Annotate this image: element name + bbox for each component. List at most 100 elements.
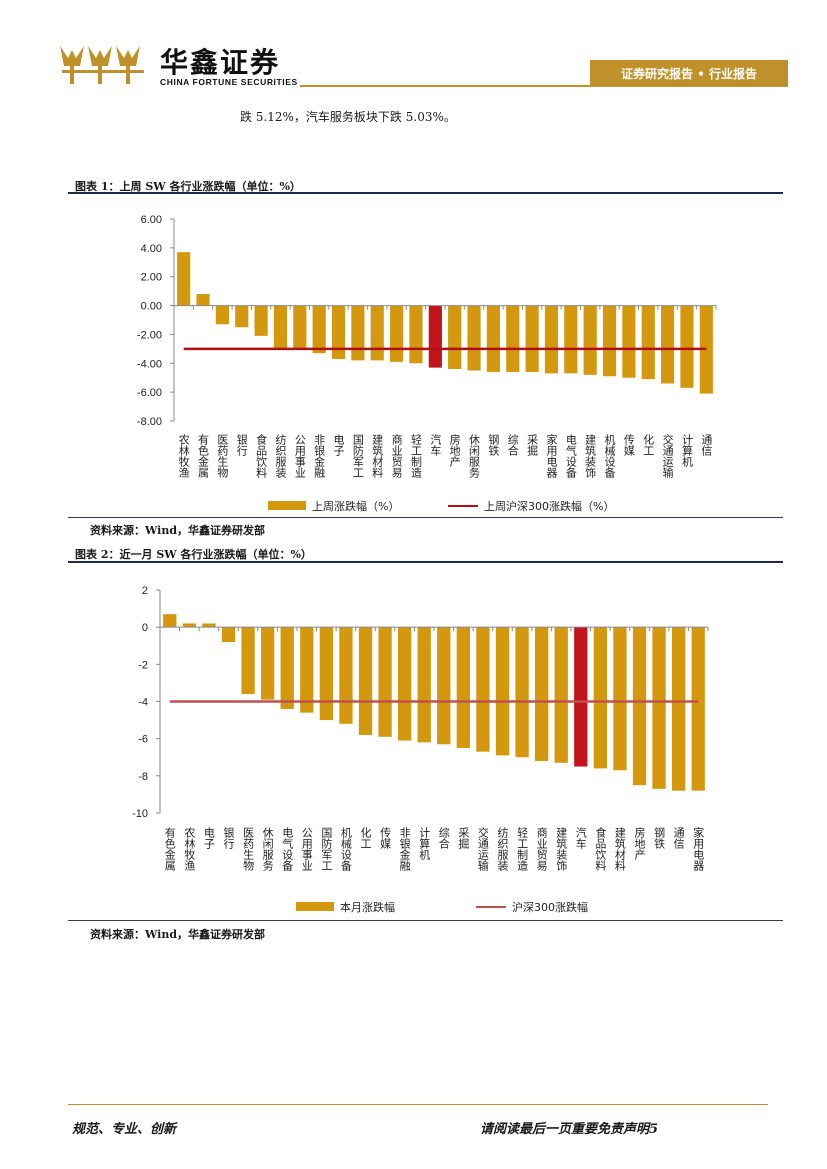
chart2-category-label: 房地产: [633, 827, 646, 861]
chart1-bar: [215, 305, 229, 325]
chart1-bar: [312, 305, 326, 354]
chart1-legend-line-label: 上周沪深300涨跌幅（%）: [484, 499, 614, 513]
chart1-y-tick-label: -4.00: [137, 358, 162, 370]
chart1-y-tick-label: 2.00: [141, 272, 162, 284]
chart1-bar: [196, 294, 210, 306]
chart1-category-label: 钢铁: [487, 434, 500, 456]
chart2-category-label: 交通运输: [476, 826, 489, 872]
chart2-category-label: 纺织服装: [496, 826, 509, 872]
chart2-category-label: 有色金属: [163, 826, 176, 872]
chart2-bar: [574, 627, 588, 767]
chart1-bar: [331, 305, 346, 359]
chart1-bar: [622, 305, 636, 378]
chart1-category-label: 电气设备: [564, 434, 577, 479]
chart2-category-label: 公用事业: [300, 827, 313, 871]
figure2-top-rule: [68, 561, 783, 563]
chart2-category-label: 商业贸易: [535, 826, 548, 872]
chart2-y-tick-label: -6: [138, 734, 148, 746]
chart1-bar: [254, 305, 268, 336]
chart2-y-tick-label: 2: [142, 585, 148, 597]
chart1-category-label: 轻工制造: [409, 433, 422, 478]
chart2-category-label: 机械设备: [339, 826, 352, 872]
chart1-y-tick-label: 6.00: [141, 214, 162, 226]
chart1-category-label: 采掘: [526, 434, 539, 457]
footer-slogan: 规范、专业、创新: [72, 1122, 177, 1137]
chart1-category-label: 交通运输: [661, 433, 674, 479]
chart2-category-label: 医药生物: [242, 827, 255, 871]
chart2-category-label: 农林牧渔: [183, 826, 196, 872]
chart2-bar: [456, 627, 471, 748]
chart1-bar: [680, 305, 694, 388]
chart2-bar: [182, 623, 197, 628]
chart1-bar: [293, 305, 307, 349]
chart1-bar: [486, 305, 500, 372]
brand-emblem-icon: [60, 46, 144, 84]
chart2-bar: [593, 627, 608, 769]
chart2-bar: [632, 627, 647, 786]
footer-disclaimer-text: 请阅读最后一页重要免责声明: [480, 1122, 650, 1137]
figure2-title: 图表 2：近一月 SW 各行业涨跌幅（单位：%）: [75, 548, 312, 561]
figure1-bottom-rule: [68, 517, 783, 518]
chart1-category-label: 机械设备: [603, 433, 616, 479]
chart1-bar: [370, 305, 384, 361]
chart1-category-label: 汽车: [429, 433, 442, 457]
figure2-bottom-rule: [68, 920, 783, 921]
intro-text: 跌 5.12%，汽车服务板块下跌 5.03%。: [240, 110, 456, 124]
chart1-category-label: 房地产: [448, 434, 461, 468]
page-number: 5: [649, 1122, 659, 1137]
chart2-bar: [417, 627, 431, 743]
chart2-category-label: 轻工制造: [516, 826, 529, 871]
chart1-category-label: 有色金属: [197, 433, 210, 479]
chart1-bar: [467, 305, 481, 371]
chart2-category-label: 钢铁: [653, 827, 666, 849]
chart1-bar: [641, 305, 655, 380]
chart1-category-label: 传媒: [622, 434, 635, 457]
chart1-category-label: 计算机: [680, 434, 693, 467]
chart2-bar: [671, 627, 686, 791]
brand-name-en: CHINA FORTUNE SECURITIES: [160, 77, 298, 87]
chart2-category-label: 电气设备: [281, 827, 294, 872]
chart1-category-label: 电子: [332, 434, 345, 456]
chart2-legend-bar-swatch: [296, 902, 334, 911]
chart2-bar: [397, 627, 412, 741]
brand-logo: 华鑫证券 CHINA FORTUNE SECURITIES: [58, 40, 298, 90]
chart2-category-label: 采掘: [457, 827, 470, 850]
chart2-bar: [495, 627, 510, 756]
chart2-bar: [613, 627, 627, 771]
chart1-category-label: 国防军工: [351, 434, 364, 478]
chart2-category-label: 传媒: [379, 827, 392, 850]
chart1-bar: [235, 305, 249, 328]
chart1-category-label: 建筑装饰: [584, 433, 597, 478]
chart1-bar: [273, 305, 288, 349]
chart2-bar: [241, 627, 255, 695]
chart1-category-label: 公用事业: [293, 434, 306, 478]
chart1-y-tick-label: -2.00: [137, 329, 162, 341]
chart1-category-label: 非银金融: [313, 434, 326, 479]
chart2-legend-bar-label: 本月涨跌幅: [340, 900, 395, 914]
chart1-bar: [544, 305, 559, 374]
chart2-category-label: 电子: [202, 827, 215, 849]
chart1-bar: [351, 305, 365, 361]
figure2-source: 资料来源：Wind，华鑫证券研发部: [90, 928, 266, 941]
chart1-bar: [448, 305, 462, 370]
chart1-category-label: 休闲服务: [468, 434, 481, 478]
chart1-bar: [564, 305, 578, 374]
chart1-y-tick-label: 4.00: [141, 243, 162, 255]
chart2-category-label: 非银金融: [398, 827, 411, 872]
chart2-bar: [378, 627, 392, 737]
chart2-bar: [515, 627, 529, 758]
chart1-y-tick-label: -6.00: [137, 387, 162, 399]
report-type-tab: 证券研究报告 • 行业报告: [590, 60, 788, 87]
chart2-category-label: 通信: [672, 827, 685, 850]
chart1-category-label: 化工: [642, 433, 655, 456]
figure1-source: 资料来源：Wind，华鑫证券研发部: [90, 524, 266, 537]
footer-disclaimer: 请阅读最后一页重要免责声明5: [480, 1118, 658, 1137]
chart2-y-tick-label: -2: [138, 659, 148, 671]
figure1-top-rule: [68, 192, 783, 194]
chart1-category-label: 食品饮料: [255, 433, 268, 479]
chart1-bar: [602, 305, 617, 377]
chart2-category-label: 国防军工: [320, 827, 333, 871]
chart2-category-label: 银行: [222, 826, 235, 850]
chart2-bar: [534, 627, 549, 761]
chart1-bar: [428, 305, 442, 368]
